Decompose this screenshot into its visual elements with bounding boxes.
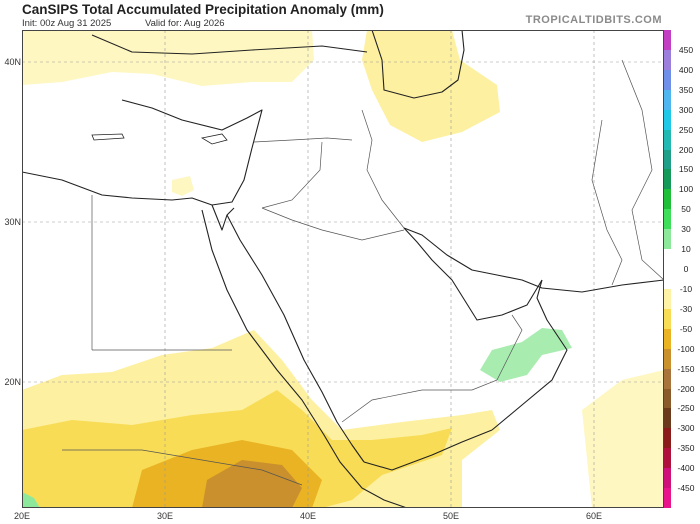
site-watermark[interactable]: TROPICALTIDBITS.COM — [525, 14, 662, 26]
border-turkey-syria — [253, 137, 353, 143]
colorbar-swatch — [664, 49, 671, 71]
colorbar-label: -400 — [677, 463, 695, 474]
coast-persian-gulf-iran — [403, 227, 664, 293]
border-iran-afghanistan — [591, 119, 623, 286]
map-title: CanSIPS Total Accumulated Precipitation … — [22, 2, 384, 17]
borders — [62, 59, 664, 486]
colorbar-swatch — [664, 109, 671, 131]
colorbar-swatch — [664, 408, 671, 429]
colorbar-label: -50 — [679, 323, 693, 334]
colorbar-label: -10 — [679, 283, 693, 294]
colorbar-swatch — [664, 308, 671, 330]
colorbar-swatch — [664, 149, 671, 170]
colorbar-label: 200 — [678, 144, 694, 155]
coast-turkey-south — [121, 99, 263, 149]
colorbar-label: 50 — [681, 204, 691, 215]
colorbar-label: -200 — [677, 383, 695, 394]
anomaly-map — [22, 30, 664, 508]
graticule — [22, 30, 664, 508]
island-crete — [91, 133, 125, 141]
colorbar-label: 450 — [678, 44, 694, 55]
colorbar-swatch — [664, 89, 671, 111]
colorbar-label: 30 — [681, 224, 691, 235]
border-iraq-iran — [361, 109, 405, 229]
lon-label-40e: 40E — [299, 511, 317, 521]
anomaly-arabian-sea-dry — [582, 370, 664, 508]
border-saudi-north — [261, 207, 405, 241]
colorbar-swatch — [664, 189, 671, 210]
colorbar-label: 350 — [678, 84, 694, 95]
colorbar-swatch — [664, 30, 671, 51]
colorbar-label: -100 — [677, 343, 695, 354]
coast-gulf-suez — [211, 204, 235, 231]
island-outlines — [91, 133, 228, 145]
lat-label-40n: 40N — [4, 57, 21, 67]
colorbar-label: 10 — [681, 244, 691, 255]
colorbar-swatch — [664, 428, 671, 449]
colorbar-swatch — [664, 229, 671, 250]
colorbar: 450 400 350 300 250 200 150 100 50 30 10 0 -10 -30 -50… — [664, 30, 700, 509]
colorbar-label: -30 — [679, 303, 693, 314]
lon-label-60e: 60E — [585, 511, 603, 521]
border-sudan-south — [62, 449, 303, 486]
colorbar-swatch — [664, 368, 671, 389]
lat-label-30n: 30N — [4, 217, 21, 227]
coast-persian-gulf-arabia — [403, 227, 543, 321]
colorbar-swatch — [664, 488, 671, 509]
lon-label-30e: 30E — [156, 511, 174, 521]
map-panel — [22, 30, 664, 508]
colorbar-label: 250 — [678, 124, 694, 135]
colorbar-swatch — [664, 169, 671, 190]
colorbar-label: 300 — [678, 104, 694, 115]
island-cyprus — [200, 133, 228, 145]
colorbar-swatch — [664, 209, 671, 230]
border-saudi-yemen — [341, 379, 498, 423]
anomaly-caucasus-dry — [362, 30, 500, 142]
colorbar-label: 150 — [678, 164, 694, 175]
anomaly-levant-dry — [172, 176, 194, 196]
coast-levant-egypt — [22, 147, 253, 206]
lat-label-20n: 20N — [4, 377, 21, 387]
coast-red-sea-arabia — [226, 214, 365, 463]
colorbar-label: 100 — [678, 184, 694, 195]
colorbar-swatch — [664, 269, 671, 290]
anomaly-sw-wet — [22, 492, 40, 508]
colorbar-swatch — [664, 249, 671, 270]
colorbar-swatch — [664, 448, 671, 469]
lon-label-50e: 50E — [442, 511, 460, 521]
coast-black-sea — [91, 34, 368, 55]
colorbar-swatch — [664, 468, 671, 489]
colorbar-label: -250 — [677, 403, 695, 414]
lon-label-20e: 20E — [13, 511, 31, 521]
colorbar-swatch — [664, 328, 671, 350]
colorbar-swatch — [664, 388, 671, 409]
colorbar-label: 0 — [683, 264, 689, 274]
colorbar-label: 400 — [678, 64, 694, 75]
anomaly-ethiopia-strong — [202, 460, 302, 508]
coast-oman — [491, 279, 568, 431]
coastlines — [22, 30, 664, 508]
coast-caspian — [371, 30, 465, 99]
colorbar-swatch — [664, 129, 671, 150]
colorbar-swatch — [664, 69, 671, 91]
colorbar-swatch — [664, 288, 671, 310]
anomaly-fills — [22, 30, 664, 508]
coast-red-sea-africa — [201, 209, 408, 508]
colorbar-label: -450 — [677, 483, 695, 494]
init-time: Init: 00z Aug 31 2025 — [22, 18, 112, 29]
border-syria-iraq — [261, 141, 323, 209]
colorbar-label: -350 — [677, 443, 695, 454]
anomaly-turkey-dry — [22, 30, 314, 86]
map-header: CanSIPS Total Accumulated Precipitation … — [0, 0, 700, 30]
colorbar-label: -150 — [677, 363, 695, 374]
border-saudi-oman — [496, 314, 523, 381]
coast-yemen-south — [363, 429, 493, 471]
border-afghanistan-pakistan — [621, 59, 664, 281]
valid-time: Valid for: Aug 2026 — [145, 18, 225, 29]
colorbar-label: -300 — [677, 423, 695, 434]
colorbar-swatch — [664, 348, 671, 370]
